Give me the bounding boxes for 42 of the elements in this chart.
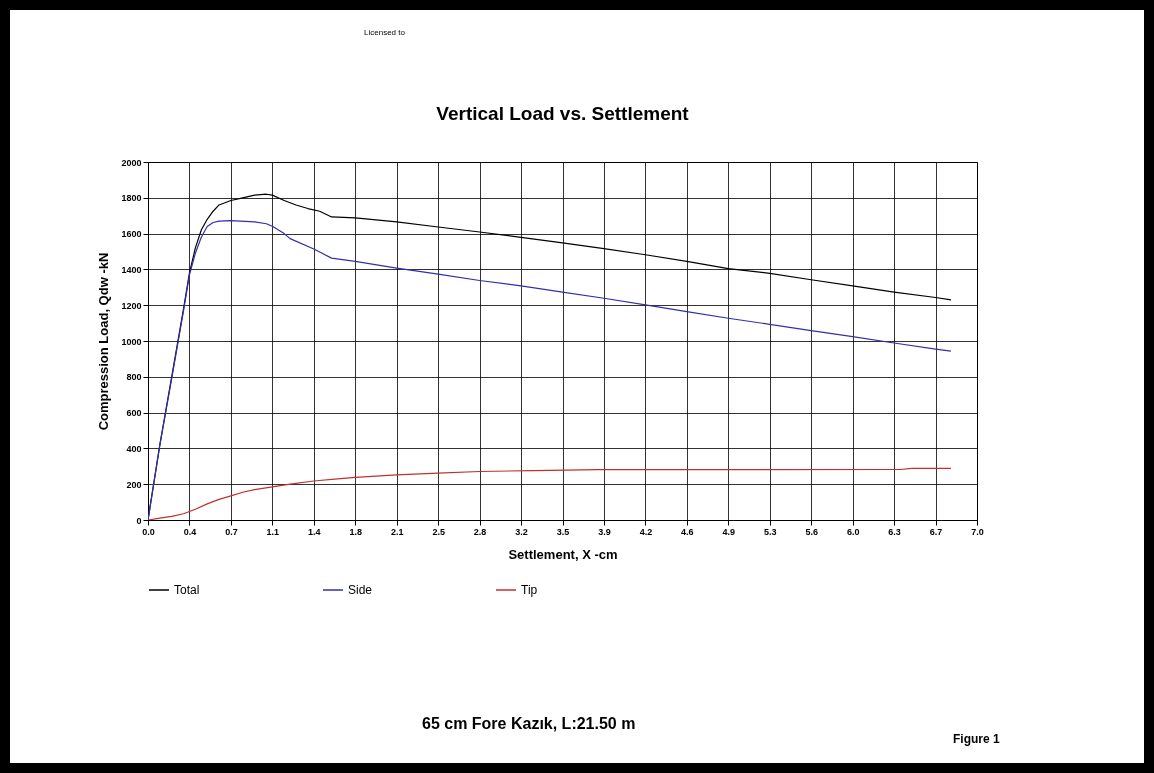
chart-title: Vertical Load vs. Settlement (436, 103, 690, 124)
legend-label: Side (348, 583, 373, 597)
x-tick-label: 5.3 (763, 526, 777, 537)
y-tick-label: 1200 (121, 300, 142, 311)
x-tick-label: 6.7 (929, 526, 943, 537)
x-tick-label: 0.7 (225, 526, 238, 537)
x-tick-label: 2.5 (432, 526, 445, 537)
y-tick-label: 0 (136, 515, 142, 526)
x-tick-label: 1.8 (349, 526, 363, 537)
x-tick-label: 3.5 (556, 526, 570, 537)
legend-label: Tip (521, 583, 538, 597)
text: Licensed to (364, 28, 405, 37)
x-tick-label: 3.2 (515, 526, 528, 537)
y-tick-label: 1600 (121, 229, 142, 240)
y-axis-title: Compression Load, Qdw -kN (96, 252, 112, 431)
caption: Figure 1 (953, 732, 1000, 746)
x-tick-label: 1.4 (308, 526, 321, 537)
x-tick-label: 0.0 (142, 526, 155, 537)
x-tick-label: 0.4 (183, 526, 197, 537)
y-tick-label: 800 (126, 372, 142, 383)
x-tick-label: 2.1 (390, 526, 404, 537)
x-axis-title: Settlement, X -cm (508, 546, 618, 562)
x-tick-label: 5.6 (805, 526, 818, 537)
y-tick-label: 200 (126, 479, 142, 490)
x-tick-label: 3.9 (598, 526, 611, 537)
x-tick-label: 6.0 (846, 526, 860, 537)
x-tick-label: 4.6 (681, 526, 694, 537)
x-tick-label: 6.3 (888, 526, 901, 537)
x-tick-label: 2.8 (473, 526, 487, 537)
x-tick-label: 4.2 (639, 526, 653, 537)
line-series (148, 467, 952, 520)
y-tick-label: 1800 (121, 193, 142, 204)
x-tick-label: 1.1 (266, 526, 280, 537)
x-tick-label: 4.9 (722, 526, 736, 537)
y-tick-label: 1000 (121, 336, 142, 347)
y-tick-label: 1400 (121, 264, 142, 275)
legend-label: Total (174, 583, 200, 597)
y-tick-label: 600 (126, 408, 142, 419)
y-tick-label: 2000 (121, 157, 142, 168)
y-tick-label: 400 (126, 443, 142, 454)
x-tick-label: 7.0 (971, 526, 984, 537)
text: 65 cm Fore Kazık, L:21.50 m (422, 715, 636, 733)
